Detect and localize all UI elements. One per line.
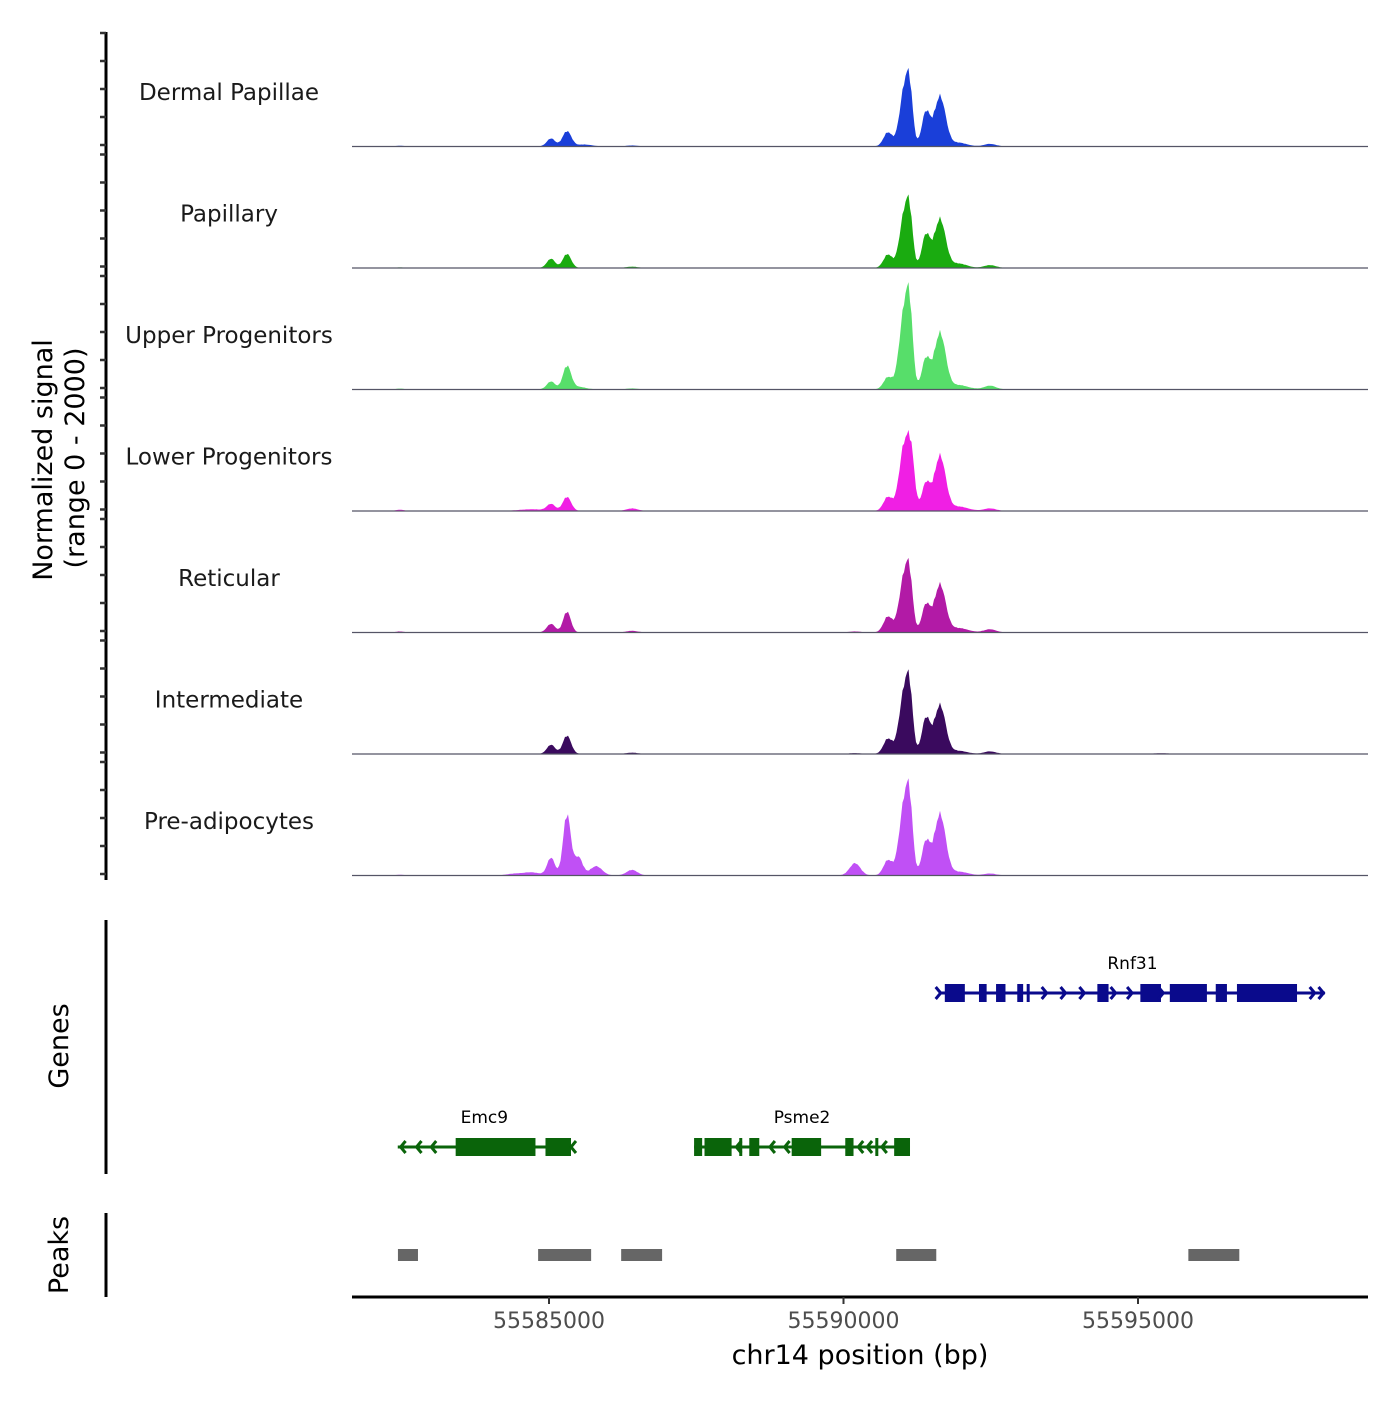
gene-name-label: Psme2 xyxy=(774,1108,831,1128)
gene-exon xyxy=(875,1138,879,1156)
strand-arrow-icon xyxy=(1059,986,1068,1000)
gene-exon xyxy=(894,1138,911,1156)
strand-arrow-icon xyxy=(1078,986,1087,1000)
x-axis-label: chr14 position (bp) xyxy=(732,1340,989,1371)
strand-arrow-icon xyxy=(414,1140,423,1154)
x-tick-label: 55595000 xyxy=(1082,1309,1194,1334)
signal-area xyxy=(352,194,1368,268)
x-tick-label: 55590000 xyxy=(788,1309,900,1334)
signal-area xyxy=(352,778,1368,876)
strand-arrow-icon xyxy=(398,1140,407,1154)
strand-arrow-icon xyxy=(734,1140,743,1154)
signal-y-ticks xyxy=(100,31,106,876)
gene-model: Psme2 xyxy=(694,1108,911,1156)
signal-tracks: Dermal Papillae Papillary Upper Progenitor… xyxy=(125,67,1368,877)
x-tick-label: 55585000 xyxy=(493,1309,605,1334)
track-label: Papillary xyxy=(180,202,278,228)
signal-track: Upper Progenitors xyxy=(125,282,1368,391)
peaks-panel-label: Peaks xyxy=(44,1216,75,1294)
track-label: Upper Progenitors xyxy=(125,323,333,349)
signal-track: Intermediate xyxy=(155,669,1368,755)
track-label: Pre-adipocytes xyxy=(144,809,314,835)
gene-exon xyxy=(1026,984,1030,1002)
signal-area xyxy=(352,557,1368,633)
signal-track: Papillary xyxy=(180,194,1368,269)
gene-exon xyxy=(978,984,987,1002)
x-axis-ticks: 55585000 55590000 55595000 xyxy=(493,1297,1194,1334)
peak-region-bar xyxy=(397,1249,418,1261)
peak-regions xyxy=(397,1249,1240,1261)
signal-area xyxy=(352,669,1368,754)
strand-arrow-icon xyxy=(782,1140,791,1154)
signal-area xyxy=(352,67,1368,147)
track-label: Dermal Papillae xyxy=(139,80,319,106)
gene-exon xyxy=(694,1138,703,1156)
gene-exon xyxy=(545,1138,571,1156)
strand-arrow-icon xyxy=(1157,986,1166,1000)
gene-exon xyxy=(1169,984,1207,1002)
gene-exon xyxy=(1097,984,1109,1002)
track-label: Lower Progenitors xyxy=(126,445,333,471)
gene-annotations: Rnf31 Emc9 Psme2 xyxy=(397,954,1326,1156)
strand-arrow-icon xyxy=(1317,986,1326,1000)
strand-arrow-icon xyxy=(1308,986,1317,1000)
gene-exon xyxy=(1236,984,1298,1002)
peak-region-bar xyxy=(1188,1249,1240,1261)
y-axis-label-line1: Normalized signal xyxy=(28,339,59,581)
gene-exon xyxy=(845,1138,854,1156)
gene-exon xyxy=(1017,984,1024,1002)
gene-exon xyxy=(1215,984,1227,1002)
signal-area xyxy=(352,429,1368,511)
strand-arrow-icon xyxy=(879,1140,888,1154)
peak-region-bar xyxy=(538,1249,592,1261)
strand-arrow-icon xyxy=(934,986,943,1000)
gene-exon xyxy=(944,984,965,1002)
genes-panel-label: Genes xyxy=(44,1003,75,1088)
gene-name-label: Emc9 xyxy=(461,1108,508,1128)
strand-arrow-icon xyxy=(1109,986,1118,1000)
gene-exon xyxy=(739,1138,743,1156)
gene-model: Rnf31 xyxy=(934,954,1326,1002)
strand-arrow-icon xyxy=(1040,986,1049,1000)
strand-arrow-icon xyxy=(865,1140,874,1154)
signal-y-axis xyxy=(100,31,108,880)
signal-track: Reticular xyxy=(178,557,1368,634)
signal-area xyxy=(352,282,1368,390)
gene-exon xyxy=(749,1138,760,1156)
peak-region-bar xyxy=(621,1249,663,1261)
gene-exon xyxy=(704,1138,732,1156)
strand-arrow-icon xyxy=(1125,986,1135,1000)
strand-arrow-icon xyxy=(429,1140,438,1154)
y-axis-label-line2: (range 0 - 2000) xyxy=(60,348,91,569)
peak-region-bar xyxy=(896,1249,937,1261)
gene-model: Emc9 xyxy=(397,1108,578,1156)
strand-arrow-icon xyxy=(767,1140,777,1154)
gene-exon xyxy=(1140,984,1161,1002)
signal-track: Lower Progenitors xyxy=(126,429,1368,512)
gene-name-label: Rnf31 xyxy=(1107,954,1157,974)
track-label: Reticular xyxy=(178,566,280,592)
signal-track: Pre-adipocytes xyxy=(144,778,1368,877)
gene-exon xyxy=(791,1138,822,1156)
signal-track: Dermal Papillae xyxy=(139,67,1368,148)
gene-exon xyxy=(996,984,1006,1002)
track-label: Intermediate xyxy=(155,688,303,714)
strand-arrow-icon xyxy=(856,1140,865,1154)
gene-exon xyxy=(455,1138,536,1156)
strand-arrow-icon xyxy=(569,1140,578,1154)
